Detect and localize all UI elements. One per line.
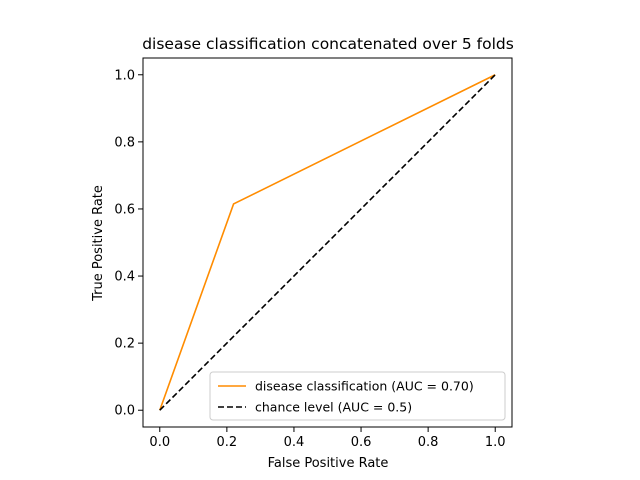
y-axis-label: True Positive Rate [91,185,106,302]
y-tick-label: 0.2 [114,337,135,352]
legend-box [209,371,506,421]
x-tick-label: 0.2 [217,435,238,450]
x-tick-label: 0.4 [284,435,305,450]
y-tick-label: 0.8 [114,135,135,150]
x-tick-label: 0.0 [149,435,170,450]
y-tick-label: 0.6 [114,202,135,217]
series-line-chance-level [159,74,496,411]
series-line-disease-classification [159,74,496,411]
chart-title: disease classification concatenated over… [142,35,514,53]
y-tick-label: 0.4 [114,270,135,285]
legend-entry: chance level (AUC = 0.5) [255,400,412,415]
x-tick-label: 0.6 [351,435,372,450]
x-tick-label: 0.8 [418,435,439,450]
legend: disease classification (AUC = 0.70) chanc… [209,371,506,421]
x-axis-label: False Positive Rate [268,456,389,471]
y-tick-label: 0.0 [114,404,135,419]
plot-frame [142,57,513,428]
x-tick-label: 1.0 [485,435,506,450]
y-tick-label: 1.0 [114,68,135,83]
legend-entry: disease classification (AUC = 0.70) [255,379,474,394]
plot-area: 0.0 0.2 0.4 0.6 0.8 1.0 0.0 0.2 0.4 0.6 0.8 1.0 [114,57,513,450]
